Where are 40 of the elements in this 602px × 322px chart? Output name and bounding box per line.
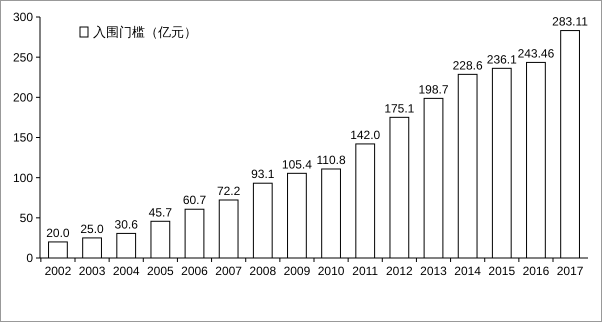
data-label: 72.2 (216, 184, 241, 198)
data-label: 142.0 (350, 128, 381, 142)
x-tick-label: 2004 (112, 264, 140, 278)
x-tick-label: 2003 (78, 264, 106, 278)
data-label: 60.7 (182, 193, 206, 208)
data-label: 20.0 (46, 226, 70, 240)
x-tick-label: 2010 (318, 264, 345, 278)
y-tick-label: 200 (12, 90, 34, 105)
y-tick-label: 300 (12, 10, 34, 24)
data-label: 45.7 (148, 205, 172, 220)
x-tick-label: 2005 (147, 264, 174, 278)
x-tick-label: 2016 (522, 264, 550, 278)
data-label: 243.46 (518, 46, 555, 60)
y-tick-label: 250 (12, 50, 34, 64)
x-tick-label: 2011 (352, 264, 378, 278)
y-tick-label: 0 (26, 251, 34, 266)
data-label: 236.1 (486, 52, 518, 66)
y-tick-label: 50 (20, 211, 34, 226)
y-tick-label: 150 (12, 130, 34, 145)
x-tick-label: 2006 (181, 264, 208, 278)
data-label: 110.8 (316, 152, 346, 167)
x-tick-label: 2015 (488, 264, 516, 278)
x-tick-label: 2017 (556, 264, 584, 278)
data-label: 105.4 (282, 157, 312, 172)
data-label: 175.1 (384, 101, 415, 116)
legend-label: 入围门槛（亿元） (93, 24, 197, 40)
data-label: 25.0 (80, 222, 104, 236)
x-tick-label: 2012 (386, 264, 414, 278)
x-tick-label: 2013 (420, 264, 448, 278)
data-label: 228.6 (452, 58, 483, 72)
data-label: 30.6 (114, 217, 138, 232)
y-tick-label: 100 (12, 170, 34, 185)
data-label: 198.7 (418, 82, 449, 96)
x-tick-label: 2014 (454, 264, 482, 278)
x-tick-label: 2002 (44, 264, 72, 278)
x-tick-label: 2008 (249, 264, 276, 278)
x-tick-label: 2009 (284, 264, 311, 278)
data-label: 93.1 (251, 167, 275, 182)
x-tick-label: 2007 (215, 264, 242, 278)
data-label: 283.11 (552, 14, 588, 29)
